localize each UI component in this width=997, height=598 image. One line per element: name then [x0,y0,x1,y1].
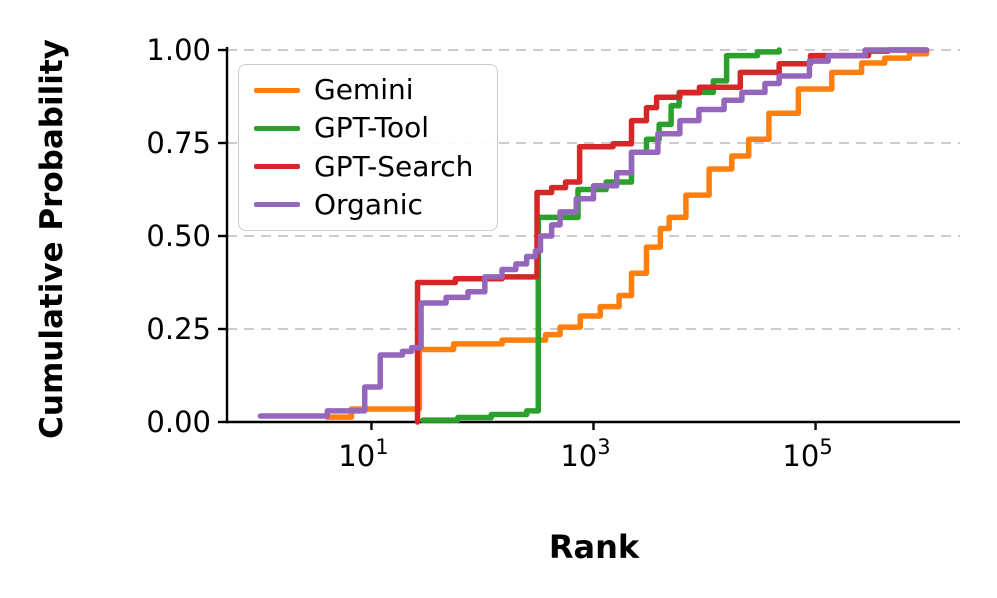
y-tick-label: 0.75 [146,126,211,160]
gemini-line-swatch [254,87,300,93]
x-tick-label: 103 [560,435,610,473]
x-axis-label: Rank [548,528,640,566]
legend-label-gpt-tool: GPT-Tool [314,111,430,145]
organic-line-swatch [254,202,300,208]
y-tick-label: 0.50 [146,219,211,253]
series-line-gemini [324,47,930,420]
legend-item-gemini: Gemini [239,76,497,104]
legend-item-gpt-tool: GPT-Tool [239,114,497,142]
gpt-tool-line-swatch [254,125,300,131]
y-tick-label: 0.00 [146,405,211,439]
gpt-search-line-swatch [254,164,300,170]
legend-item-organic: Organic [239,187,497,221]
legend-item-gpt-search: GPT-Search [239,149,497,183]
y-tick-label: 0.25 [146,312,211,346]
legend: Gemini GPT-Tool GPT-Search Organic [238,64,498,231]
legend-label-organic: Organic [314,187,423,221]
x-tick-label: 105 [782,435,832,473]
legend-label-gemini: Gemini [314,73,414,107]
legend-label-gpt-search: GPT-Search [314,149,474,183]
y-tick-label: 1.00 [146,33,211,67]
x-tick-label: 101 [338,435,388,473]
y-axis-label: Cumulative Probability [34,39,70,439]
series-line-organic [257,47,930,419]
